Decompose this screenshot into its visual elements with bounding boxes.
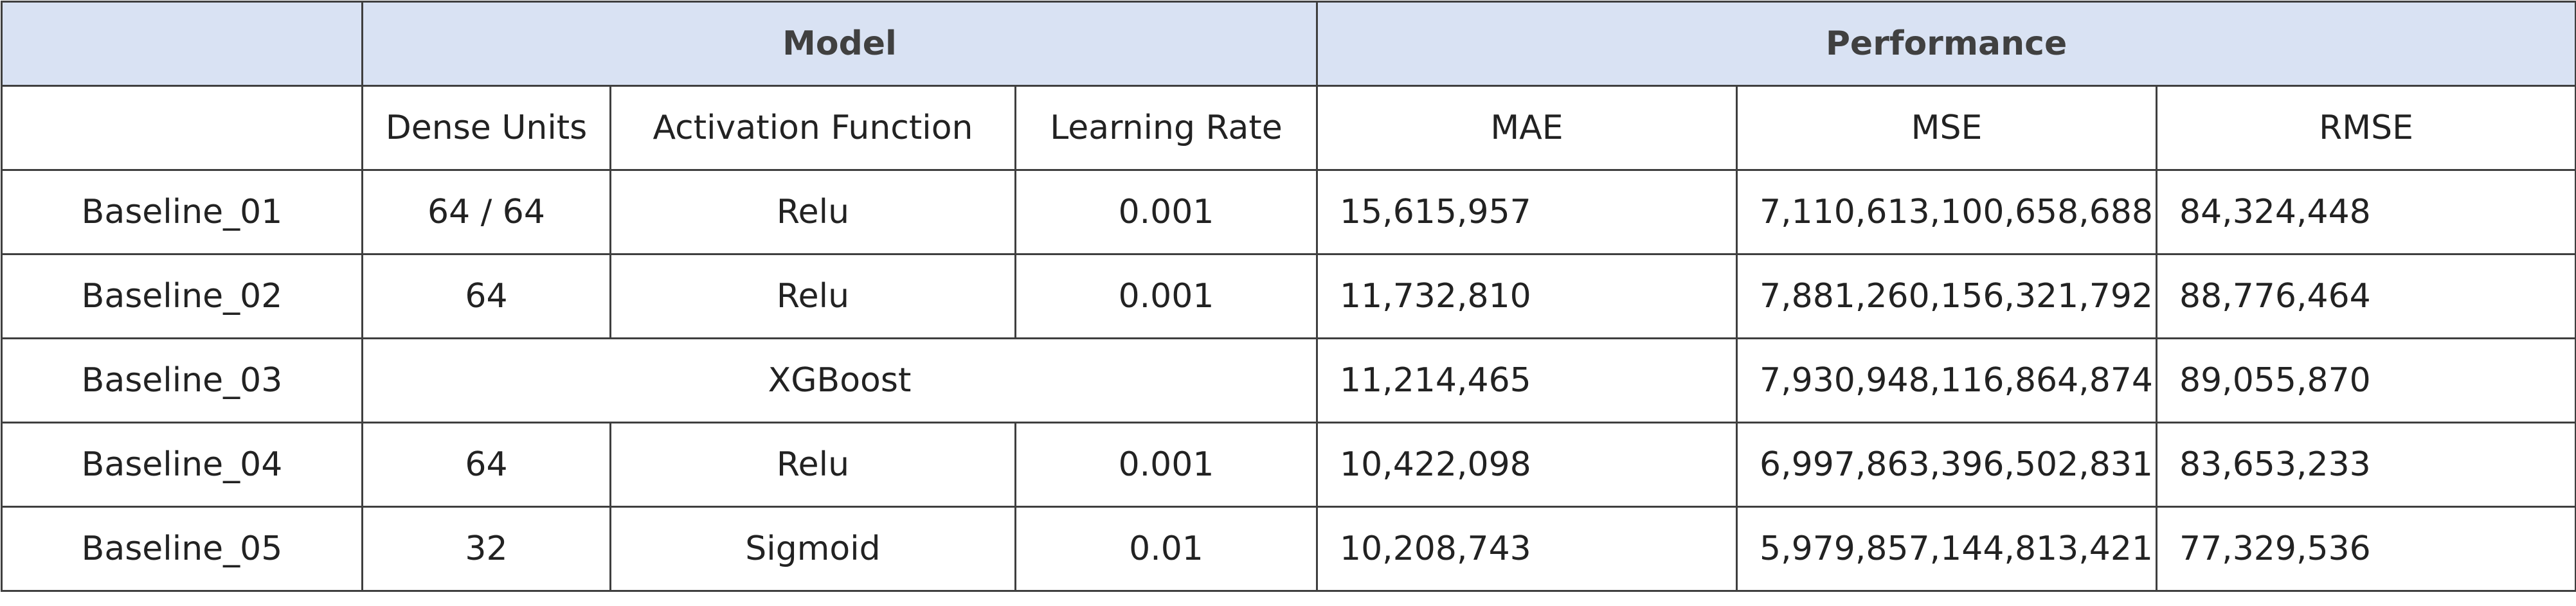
results-table: Model Performance Dense Units Activation… <box>1 1 2576 592</box>
dense-units-cell: 64 / 64 <box>361 169 611 255</box>
row-name-cell: Baseline_04 <box>1 422 363 508</box>
activation-cell: Sigmoid <box>609 506 1016 592</box>
dense-units-cell: 32 <box>361 506 611 592</box>
rmse-cell: 77,329,536 <box>2155 506 2576 592</box>
mae-cell: 15,615,957 <box>1316 169 1738 255</box>
mse-cell: 5,979,857,144,813,421 <box>1736 506 2157 592</box>
name-column-header <box>1 85 363 171</box>
learning-rate-cell: 0.01 <box>1014 506 1318 592</box>
mse-cell: 7,110,613,100,658,688 <box>1736 169 2157 255</box>
merged-model-cell: XGBoost <box>361 337 1318 423</box>
corner-header-cell <box>1 1 363 87</box>
learning-rate-cell: 0.001 <box>1014 422 1318 508</box>
group-header-row: Model Performance <box>1 1 2576 87</box>
table-row: Baseline_05 32 Sigmoid 0.01 10,208,743 5… <box>1 506 2576 592</box>
row-name-cell: Baseline_03 <box>1 337 363 423</box>
mae-cell: 11,214,465 <box>1316 337 1738 423</box>
learning-rate-cell: 0.001 <box>1014 169 1318 255</box>
activation-column-header: Activation Function <box>609 85 1016 171</box>
table-row: Baseline_01 64 / 64 Relu 0.001 15,615,95… <box>1 169 2576 255</box>
learning-rate-column-header: Learning Rate <box>1014 85 1318 171</box>
learning-rate-cell: 0.001 <box>1014 253 1318 339</box>
table-row: Baseline_04 64 Relu 0.001 10,422,098 6,9… <box>1 422 2576 508</box>
mae-cell: 11,732,810 <box>1316 253 1738 339</box>
model-group-header: Model <box>361 1 1318 87</box>
dense-units-cell: 64 <box>361 422 611 508</box>
mse-cell: 6,997,863,396,502,831 <box>1736 422 2157 508</box>
row-name-cell: Baseline_01 <box>1 169 363 255</box>
column-header-row: Dense Units Activation Function Learning… <box>1 85 2576 171</box>
table-row: Baseline_02 64 Relu 0.001 11,732,810 7,8… <box>1 253 2576 339</box>
mae-column-header: MAE <box>1316 85 1738 171</box>
rmse-column-header: RMSE <box>2155 85 2576 171</box>
dense-units-cell: 64 <box>361 253 611 339</box>
table-row: Baseline_03 XGBoost 11,214,465 7,930,948… <box>1 337 2576 423</box>
rmse-cell: 88,776,464 <box>2155 253 2576 339</box>
performance-group-header: Performance <box>1315 1 2576 87</box>
rmse-cell: 83,653,233 <box>2155 422 2576 508</box>
mse-cell: 7,881,260,156,321,792 <box>1736 253 2157 339</box>
row-name-cell: Baseline_02 <box>1 253 363 339</box>
row-name-cell: Baseline_05 <box>1 506 363 592</box>
activation-cell: Relu <box>609 422 1016 508</box>
activation-cell: Relu <box>609 169 1016 255</box>
rmse-cell: 89,055,870 <box>2155 337 2576 423</box>
mae-cell: 10,208,743 <box>1316 506 1738 592</box>
mae-cell: 10,422,098 <box>1316 422 1738 508</box>
rmse-cell: 84,324,448 <box>2155 169 2576 255</box>
mse-column-header: MSE <box>1736 85 2157 171</box>
dense-units-column-header: Dense Units <box>361 85 611 171</box>
activation-cell: Relu <box>609 253 1016 339</box>
mse-cell: 7,930,948,116,864,874 <box>1736 337 2157 423</box>
